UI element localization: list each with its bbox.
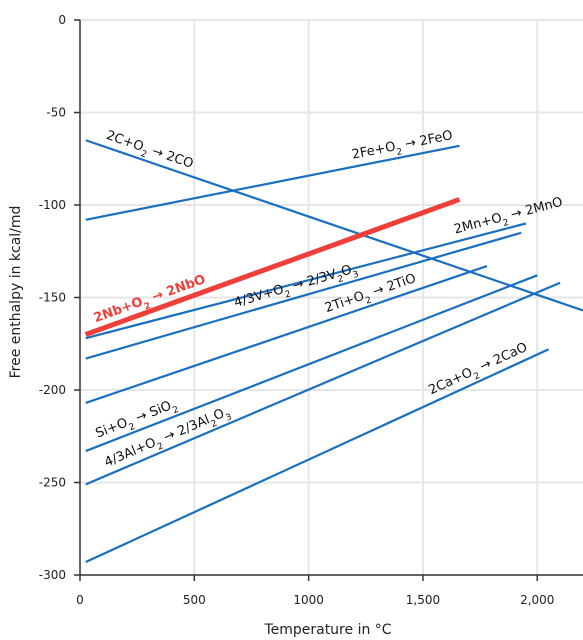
series-label: 2Mn+O2 → 2MnO [452,195,565,242]
series-line [84,197,461,337]
x-tick-label: 0 [76,593,84,607]
series-line [85,222,527,340]
y-tick-label: -150 [39,291,66,305]
x-tick-label: 2,000 [520,593,554,607]
x-axis-title: Temperature in °C [263,622,391,638]
series-label: 2Ca+O2 → 2CaO [426,340,531,402]
x-tick-label: 500 [183,593,206,607]
series-line [85,274,538,453]
y-tick-label: -300 [39,568,66,582]
series-line [85,348,550,564]
y-tick-label: 0 [58,13,66,27]
tick-labels: 0 -50 -100 -150 -200 -250 -300 0 500 1000 1,500 2,0… [39,13,555,607]
x-tick-label: 1000 [293,593,324,607]
series-line [85,265,488,404]
y-tick-label: -200 [39,383,66,397]
y-tick-label: -50 [46,106,66,120]
y-tick-label: -100 [39,198,66,212]
series-line [85,281,561,486]
series-line [85,231,522,360]
y-tick-label: -250 [39,476,66,490]
axes [74,19,583,581]
series-line [85,144,460,221]
series-line [85,139,583,312]
series-lines [84,139,583,564]
y-axis-title: Free enthalpy in kcal/md [8,206,24,379]
x-tick-label: 1,500 [406,593,440,607]
series-label: 2Fe+O2 → 2FeO [351,128,455,167]
